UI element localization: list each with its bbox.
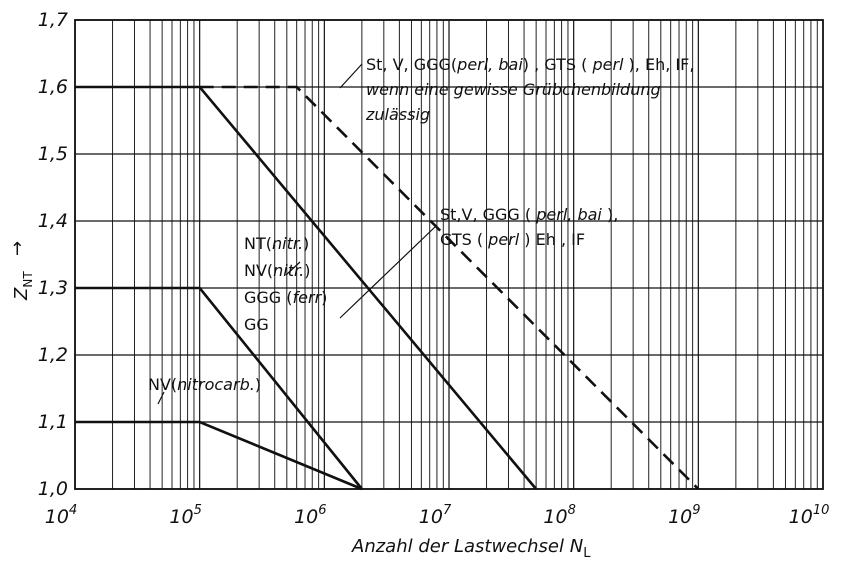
y-tick-label: 1,7: [38, 9, 68, 31]
annotations: St, V, GGG(perl, bai) , GTS ( perl ), Eh…: [148, 55, 694, 394]
annotation-leader-line: [285, 261, 301, 276]
series-lines: [75, 85, 700, 491]
ann-low: NV(nitrocarb.): [148, 375, 261, 394]
ann-mid: NT(nitr.) NV(nitr.) GGG (ferr) GG: [244, 234, 327, 334]
annotation-line: GG: [244, 315, 269, 334]
x-tick-label: 105: [169, 503, 201, 528]
x-tick-label: 109: [668, 503, 700, 528]
plot-frame: [74, 19, 824, 490]
x-axis-label-main: Anzahl der Lastwechsel N: [351, 536, 583, 557]
y-axis-label-main: Z: [11, 287, 32, 301]
annotation-line: NV(nitrocarb.): [148, 375, 261, 394]
annotation-line: zulässig: [365, 105, 430, 124]
svg-text:→: →: [7, 241, 28, 256]
annotation-line: GTS ( perl ) Eh , IF: [440, 230, 585, 249]
y-tick-label: 1,1: [38, 411, 68, 433]
x-tick-label: 107: [419, 503, 452, 528]
annotation-line: wenn eine gewisse Grübchenbildung: [366, 80, 661, 99]
y-axis-label-sub: NT: [21, 271, 35, 288]
ann-solid-upper: St,V, GGG ( perl, bai ), GTS ( perl ) Eh …: [440, 205, 618, 249]
ann-dashed: St, V, GGG(perl, bai) , GTS ( perl ), Eh…: [365, 55, 694, 124]
annotation-line: St, V, GGG(perl, bai) , GTS ( perl ), Eh…: [366, 55, 694, 74]
x-tick-label: 106: [294, 503, 326, 528]
series-line-4: [75, 420, 363, 491]
annotation-leader-line: [339, 63, 363, 89]
annotation-line: NT(nitr.): [244, 234, 309, 253]
annotation-leaders: [157, 63, 437, 405]
x-tick-label: 108: [543, 503, 575, 528]
y-tick-label: 1,4: [38, 210, 68, 232]
annotation-line: GGG (ferr): [244, 288, 327, 307]
annotation-leader-line: [339, 225, 437, 319]
x-tick-labels: 104 105 106 107 108 109 1010: [45, 503, 830, 528]
annotation-line: St,V, GGG ( perl, bai ),: [440, 205, 618, 224]
series-line-2: [199, 85, 700, 490]
y-tick-label: 1,0: [38, 478, 68, 500]
svg-text:ZNT: ZNT: [11, 271, 35, 301]
annotation-leader-line: [157, 391, 165, 405]
y-tick-label: 1,3: [38, 277, 68, 299]
y-tick-label: 1,2: [38, 344, 68, 366]
x-axis-label-sub: L: [583, 546, 591, 561]
annotation-line: NV(nitr.): [244, 261, 310, 280]
series-line-3: [75, 286, 363, 490]
y-axis-label: ZNT: [11, 271, 35, 301]
x-axis-label: Anzahl der Lastwechsel NL: [351, 536, 591, 561]
y-tick-labels: 1,0 1,1 1,2 1,3 1,4 1,5 1,6 1,7: [38, 9, 68, 500]
x-tick-label: 104: [45, 503, 77, 528]
y-tick-label: 1,6: [38, 76, 68, 98]
y-tick-label: 1,5: [38, 143, 68, 165]
x-tick-label: 1010: [789, 503, 830, 528]
y-axis-arrow-icon: →: [7, 241, 28, 256]
